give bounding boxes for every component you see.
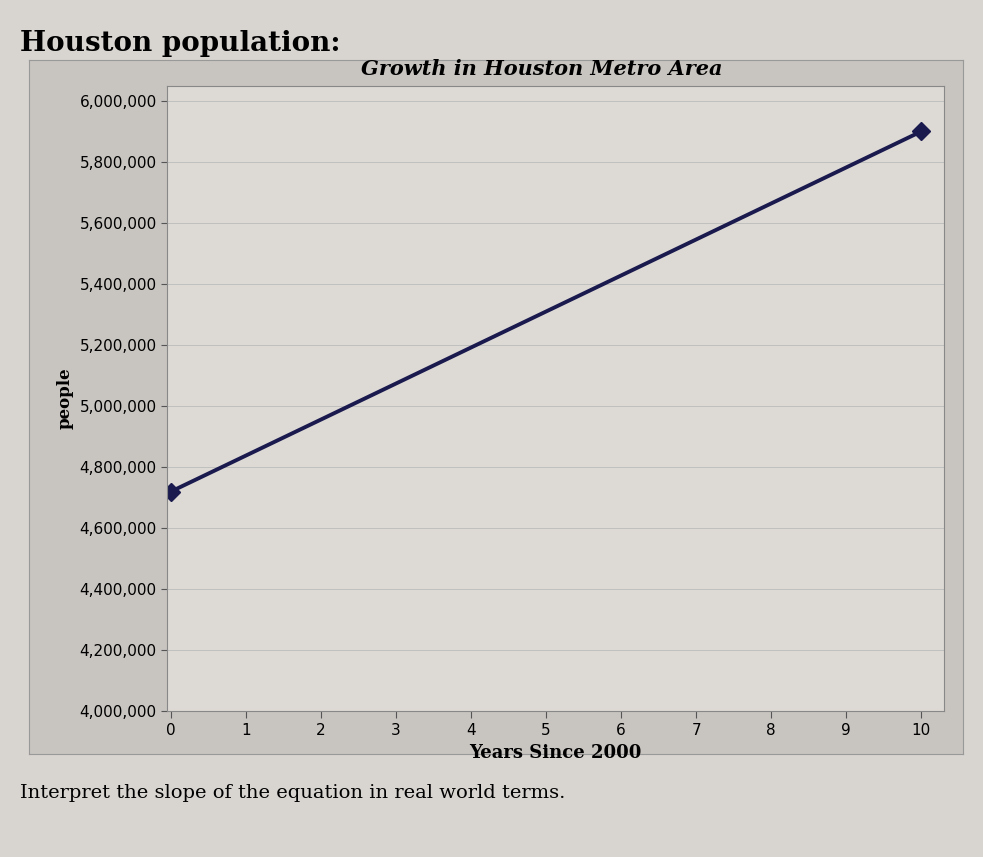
Y-axis label: people: people — [57, 368, 74, 429]
X-axis label: Years Since 2000: Years Since 2000 — [469, 744, 642, 762]
Text: Interpret the slope of the equation in real world terms.: Interpret the slope of the equation in r… — [20, 784, 565, 802]
Text: Houston population:: Houston population: — [20, 30, 340, 57]
Text: Growth in Houston Metro Area: Growth in Houston Metro Area — [362, 58, 723, 79]
